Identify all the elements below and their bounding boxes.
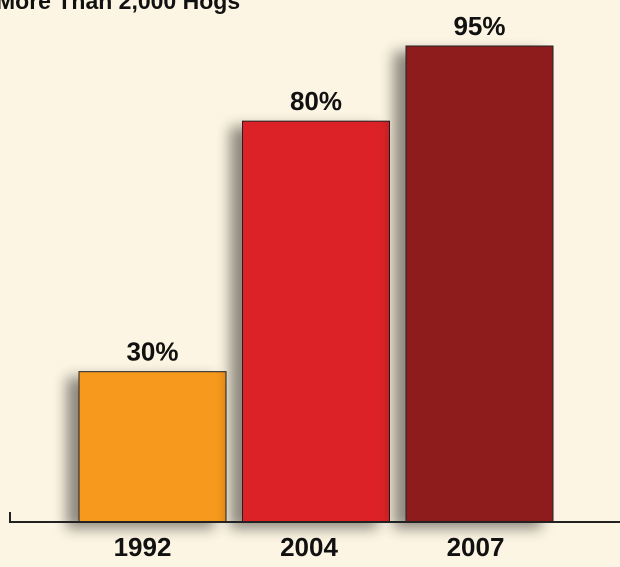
- x-tick-label: 1992: [114, 532, 172, 562]
- value-label: 30%: [126, 337, 178, 367]
- x-tick-label: 2004: [280, 532, 338, 562]
- bar: [405, 45, 554, 523]
- value-label: 80%: [290, 86, 342, 116]
- chart-title: More Than 2,000 Hogs: [0, 0, 240, 14]
- x-tick-label: 2007: [447, 532, 505, 562]
- bar: [78, 371, 227, 523]
- bars: [78, 45, 554, 523]
- value-label: 95%: [453, 11, 505, 41]
- x-axis: [9, 512, 620, 523]
- bar: [242, 120, 390, 523]
